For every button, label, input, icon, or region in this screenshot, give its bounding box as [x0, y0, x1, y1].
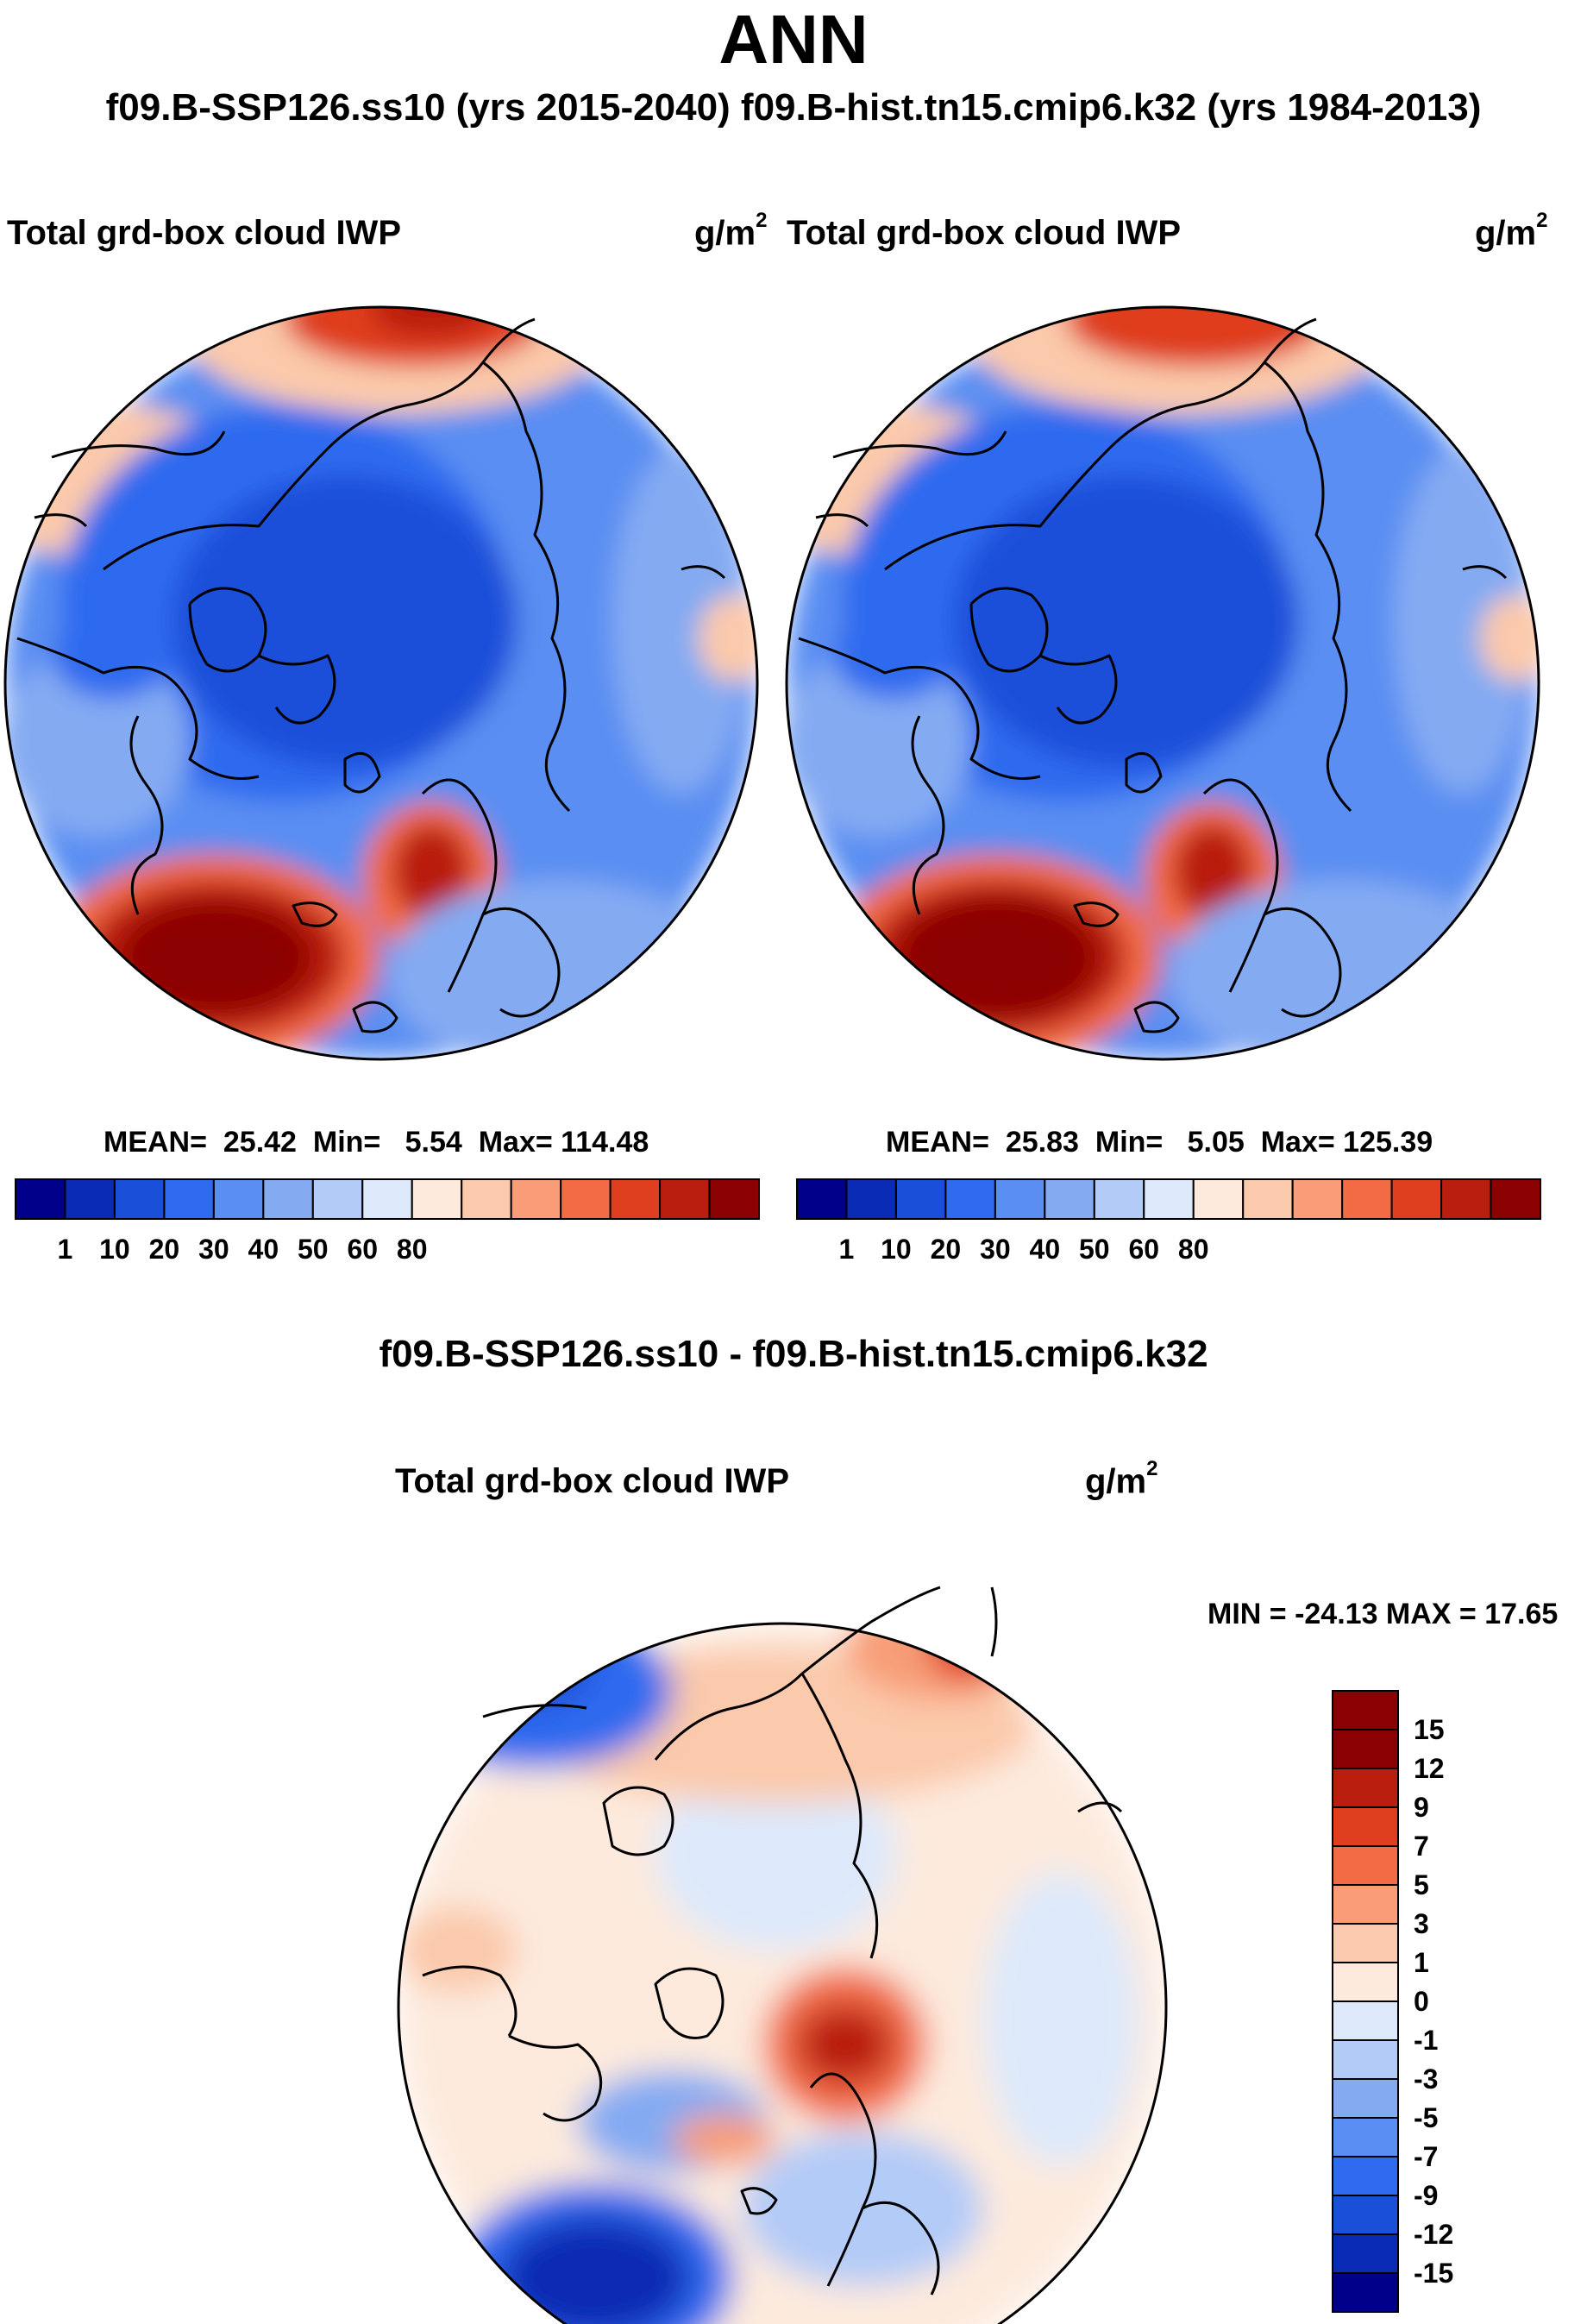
panel1-colorbar-tick-label: 10: [99, 1234, 130, 1265]
difference-colorbar-swatch: [1332, 2117, 1399, 2158]
panel1-colorbar-swatch: [311, 1178, 364, 1220]
difference-colorbar-swatch: [1332, 2195, 1399, 2235]
panel1-variable-label: Total grd-box cloud IWP: [7, 214, 401, 252]
difference-colorbar-swatch: [1332, 1923, 1399, 1963]
panel1-colorbar-tick-label: 50: [298, 1234, 329, 1265]
difference-colorbar-tick-label: -7: [1414, 2141, 1439, 2172]
panel2-colorbar-tick-label: 50: [1079, 1234, 1110, 1265]
panel2-colorbar-swatch: [944, 1178, 996, 1220]
panel1-colorbar-swatch: [659, 1178, 711, 1220]
panel1-colorbar-swatch: [708, 1178, 760, 1220]
difference-colorbar-tick-label: 15: [1414, 1714, 1445, 1745]
panel2-colorbar-swatch: [1093, 1178, 1145, 1220]
panel2-stats: MEAN= 25.83 Min= 5.05 Max= 125.39: [886, 1126, 1433, 1159]
panel1-colorbar-tick-label: 40: [248, 1234, 279, 1265]
panel2-colorbar-swatch: [994, 1178, 1046, 1220]
panel2-colorbar-swatch: [1490, 1178, 1541, 1220]
panel2-colorbar-swatch: [1341, 1178, 1393, 1220]
panel1-colorbar-tick-label: 60: [347, 1234, 379, 1265]
panel1-colorbar-swatch: [212, 1178, 265, 1220]
panel2-colorbar-swatch: [1143, 1178, 1195, 1220]
panel2-colorbar: [796, 1178, 1541, 1220]
difference-polar-map: [397, 1586, 1168, 2324]
panel2-colorbar-swatch: [1440, 1178, 1492, 1220]
difference-units: g/m2: [1085, 1457, 1158, 1501]
panel2-variable-label: Total grd-box cloud IWP: [787, 214, 1181, 252]
difference-colorbar-swatch: [1332, 2233, 1399, 2274]
panel1-polar-map: [3, 305, 759, 1061]
difference-colorbar-swatch: [1332, 2156, 1399, 2196]
panel2-colorbar-swatch: [894, 1178, 947, 1220]
difference-colorbar-swatch: [1332, 1884, 1399, 1925]
panel2-colorbar-tick-label: 40: [1029, 1234, 1061, 1265]
panel1-colorbar-tick-label: 30: [198, 1234, 229, 1265]
difference-colorbar-tick-label: 9: [1414, 1792, 1429, 1823]
panel1-colorbar-tick-label: 1: [57, 1234, 73, 1265]
difference-colorbar-tick-label: -9: [1414, 2180, 1439, 2211]
panel2-polar-map: [785, 305, 1540, 1061]
difference-colorbar-swatch: [1332, 1690, 1399, 1730]
panel1-colorbar-swatch: [163, 1178, 215, 1220]
panel1-colorbar-swatch: [609, 1178, 662, 1220]
difference-minmax: MIN = -24.13 MAX = 17.65: [1208, 1598, 1559, 1630]
difference-colorbar-swatch: [1332, 2078, 1399, 2119]
panel2-colorbar-swatch: [796, 1178, 848, 1220]
difference-colorbar-swatch: [1332, 1806, 1399, 1847]
panel1-colorbar-swatch: [461, 1178, 512, 1220]
panel1-colorbar-swatch: [510, 1178, 562, 1220]
difference-colorbar-tick-label: 1: [1414, 1947, 1429, 1978]
panel2-colorbar-swatch: [1291, 1178, 1344, 1220]
difference-colorbar-swatch: [1332, 2039, 1399, 2080]
panel2-colorbar-swatch: [1242, 1178, 1294, 1220]
difference-colorbar-swatch: [1332, 2272, 1399, 2313]
difference-colorbar-swatch: [1332, 1845, 1399, 1886]
difference-colorbar-swatch: [1332, 1729, 1399, 1769]
panel1-colorbar-tick-label: 80: [396, 1234, 428, 1265]
difference-colorbar-tick-label: 5: [1414, 1869, 1429, 1900]
difference-colorbar-tick-label: 3: [1414, 1908, 1429, 1939]
difference-colorbar-tick-label: 12: [1414, 1753, 1445, 1784]
panel2-colorbar-swatch: [1390, 1178, 1443, 1220]
difference-colorbar-tick-label: 7: [1414, 1831, 1429, 1862]
difference-colorbar-tick-label: -1: [1414, 2025, 1439, 2056]
panel2-colorbar-swatch: [845, 1178, 897, 1220]
panel2-colorbar-tick-label: 1: [838, 1234, 855, 1265]
difference-title: f09.B-SSP126.ss10 - f09.B-hist.tn15.cmip…: [379, 1333, 1208, 1375]
difference-colorbar-tick-label: -5: [1414, 2102, 1439, 2133]
difference-colorbar-swatch: [1332, 1768, 1399, 1808]
difference-colorbar: [1332, 1690, 1399, 2313]
difference-colorbar-tick-label: 0: [1414, 1986, 1429, 2017]
difference-colorbar-tick-label: -12: [1414, 2219, 1454, 2250]
difference-colorbar-tick-label: -3: [1414, 2063, 1439, 2095]
panel1-colorbar-tick-label: 20: [148, 1234, 180, 1265]
panel1-colorbar-swatch: [15, 1178, 66, 1220]
panel1-colorbar-swatch: [361, 1178, 413, 1220]
panel1-colorbar: [15, 1178, 760, 1220]
panel1-stats: MEAN= 25.42 Min= 5.54 Max= 114.48: [104, 1126, 649, 1159]
figure-title: ANN: [718, 1, 869, 78]
difference-colorbar-swatch: [1332, 1962, 1399, 2002]
difference-colorbar-swatch: [1332, 2001, 1399, 2041]
panel1-colorbar-swatch: [262, 1178, 314, 1220]
panel2-colorbar-swatch: [1044, 1178, 1095, 1220]
panel2-colorbar-tick-label: 80: [1177, 1234, 1209, 1265]
figure-subtitle: f09.B-SSP126.ss10 (yrs 2015-2040) f09.B-…: [105, 86, 1482, 129]
panel1-colorbar-swatch: [560, 1178, 612, 1220]
panel2-colorbar-swatch: [1192, 1178, 1245, 1220]
panel1-colorbar-swatch: [113, 1178, 166, 1220]
panel2-colorbar-tick-label: 60: [1128, 1234, 1160, 1265]
panel1-colorbar-swatch: [411, 1178, 463, 1220]
panel1-colorbar-swatch: [64, 1178, 116, 1220]
panel2-units: g/m2: [1475, 209, 1548, 253]
difference-variable-label: Total grd-box cloud IWP: [395, 1462, 789, 1500]
panel2-colorbar-tick-label: 10: [881, 1234, 912, 1265]
panel2-colorbar-tick-label: 30: [980, 1234, 1011, 1265]
difference-colorbar-tick-label: -15: [1414, 2258, 1454, 2289]
panel1-units: g/m2: [694, 209, 768, 253]
panel2-colorbar-tick-label: 20: [930, 1234, 962, 1265]
